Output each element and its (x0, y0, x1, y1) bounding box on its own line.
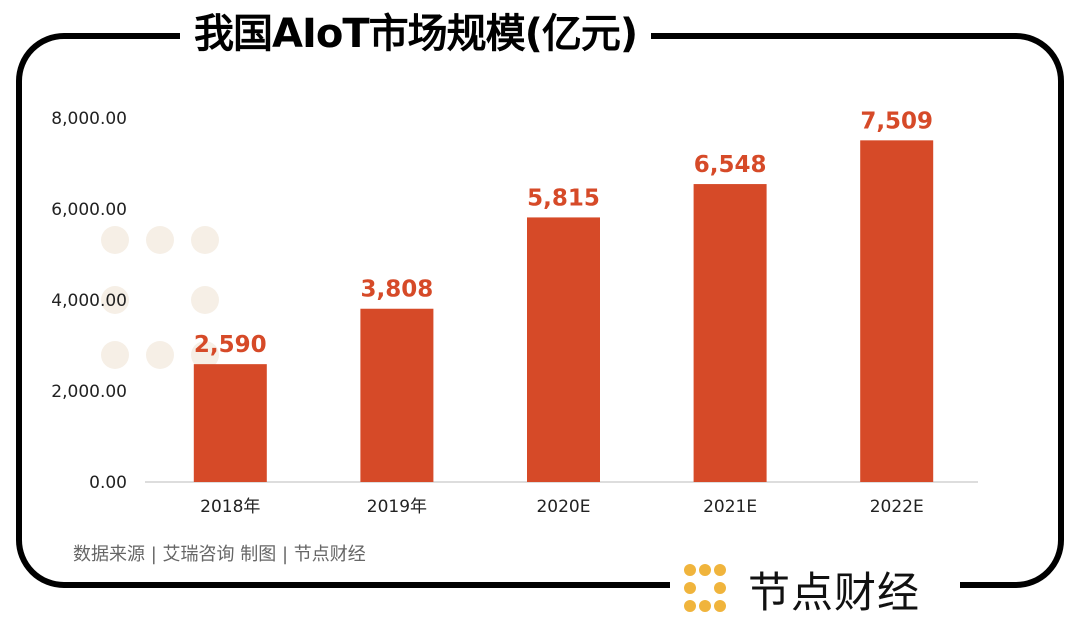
y-tick-label: 8,000.00 (51, 109, 127, 129)
y-tick-label: 6,000.00 (51, 200, 127, 220)
data-label: 2,590 (194, 332, 267, 358)
bar (693, 184, 767, 483)
y-tick-label: 0.00 (89, 473, 127, 493)
x-tick-label: 2019年 (367, 497, 427, 517)
brand-badge (670, 558, 960, 618)
y-tick-label: 2,000.00 (51, 382, 127, 402)
x-tick-label: 2018年 (200, 497, 260, 517)
bar (527, 217, 600, 483)
y-tick-label: 4,000.00 (51, 291, 127, 311)
x-tick-label: 2021E (703, 497, 757, 517)
bar (193, 364, 267, 482)
bar (860, 140, 934, 482)
x-tick-label: 2022E (870, 497, 924, 517)
source-note: 数据来源 | 艾瑞咨询 制图 | 节点财经 (73, 544, 366, 565)
bar (360, 308, 434, 482)
data-label: 6,548 (694, 152, 767, 178)
x-tick-label: 2020E (536, 497, 590, 517)
data-label: 5,815 (527, 185, 600, 211)
watermark-logo-icon (101, 226, 219, 369)
brand-logo-icon (684, 564, 726, 612)
brand-name: 节点财经 (748, 568, 921, 617)
data-label: 7,509 (860, 108, 933, 134)
data-label: 3,808 (361, 277, 434, 303)
chart-title: 我国AIoT市场规模(亿元) (180, 6, 652, 62)
